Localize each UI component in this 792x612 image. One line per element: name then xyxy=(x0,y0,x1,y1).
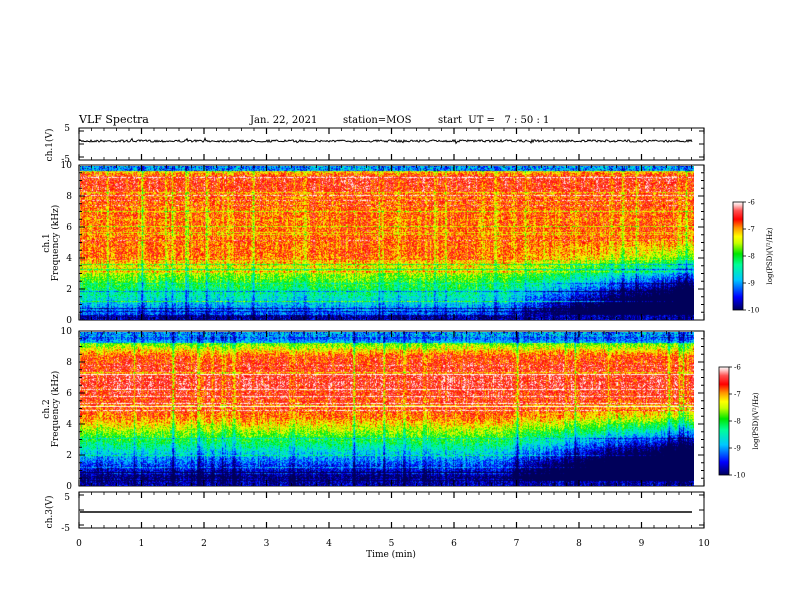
ch2-spectrogram-ytick-label-4: 4 xyxy=(66,420,72,430)
ch3-waveform-panel: 5 -5 ch.3(V) xyxy=(44,491,705,534)
ch2-spectrogram-ytick-label-10: 10 xyxy=(61,327,73,337)
header-station: station=MOS xyxy=(343,115,412,126)
x-tick-label-8: 8 xyxy=(576,539,582,549)
ch2-spectrogram-yticklabels: 0 2 4 6 8 10 xyxy=(61,327,73,492)
ch3-waveform-ylabel: ch.3(V) xyxy=(44,496,55,529)
ch1-waveform-panel: 5 -5 ch.1(V) xyxy=(44,124,705,165)
ch1-waveform-ylabel: ch.1(V) xyxy=(44,129,55,162)
ch1-spectrogram-yticklabels: 0 2 4 6 8 10 xyxy=(61,161,73,326)
ch1-ytick-top: 5 xyxy=(64,124,70,134)
x-tick-label-10: 10 xyxy=(698,539,710,549)
ch1-colorbar-tick-label--6: -6 xyxy=(748,199,755,207)
ch1-spectrogram-ticks xyxy=(78,164,705,321)
ch1-spectrogram-ytick-label-6: 6 xyxy=(66,223,72,233)
ch2-spectrogram-ytick-label-2: 2 xyxy=(66,451,72,461)
ch3-ytick-bottom: -5 xyxy=(61,524,70,534)
x-axis-tick-labels: 0 1 2 3 4 5 6 7 8 9 10 xyxy=(76,539,710,549)
ch2-spectrogram-image xyxy=(80,332,694,486)
ch2-spectrogram-ticks xyxy=(78,330,705,487)
header-date: Jan. 22, 2021 xyxy=(249,115,317,126)
x-tick-label-2: 2 xyxy=(201,539,207,549)
x-tick-label-5: 5 xyxy=(389,539,395,549)
ch2-spectrogram-ylabel-channel: ch.2 xyxy=(42,399,52,418)
ch2-colorbar-tick-label--10: -10 xyxy=(734,472,745,480)
ch1-spectrogram-image xyxy=(80,166,694,320)
ch1-waveform-ticks xyxy=(78,128,705,160)
ch2-colorbar-ticks: -6 -7 -8 -9 -10 xyxy=(729,364,745,480)
ch1-colorbar-tick-label--7: -7 xyxy=(748,226,755,234)
x-tick-label-4: 4 xyxy=(326,539,332,549)
ch2-colorbar-tick-label--9: -9 xyxy=(734,445,741,453)
ch1-spectrogram-ytick-label-8: 8 xyxy=(66,192,72,202)
x-tick-label-7: 7 xyxy=(514,539,520,549)
ch1-waveform-trace xyxy=(79,136,693,145)
ch1-colorbar-tick-label--10: -10 xyxy=(748,307,759,315)
ch2-spectrogram-ytick-label-6: 6 xyxy=(66,389,72,399)
figure-title: VLF Spectra xyxy=(78,113,149,126)
ch1-spectrogram-panel: 0 2 4 6 8 10 ch.1 Frequency (kHz) xyxy=(42,161,705,326)
ch1-colorbar-gradient xyxy=(732,201,744,311)
ch3-ytick-top: 5 xyxy=(64,493,70,503)
ch2-colorbar-tick-label--7: -7 xyxy=(734,391,741,399)
header-start-time: start UT = 7 : 50 : 1 xyxy=(438,115,549,126)
ch1-ytick-bottom: -5 xyxy=(61,155,70,165)
ch2-colorbar-tick-label--8: -8 xyxy=(734,418,741,426)
ch2-spectrogram-ytick-label-8: 8 xyxy=(66,358,72,368)
ch1-spectrogram-ytick-label-2: 2 xyxy=(66,285,72,295)
x-tick-label-3: 3 xyxy=(264,539,270,549)
ch1-spectrogram-ytick-label-4: 4 xyxy=(66,254,72,264)
ch1-spectrogram-ylabel-frequency: Frequency (kHz) xyxy=(50,205,61,282)
ch1-colorbar-label: log(PSD)(V²/Hz) xyxy=(766,227,774,284)
ch2-spectrogram-ylabel-frequency: Frequency (kHz) xyxy=(50,371,61,448)
x-tick-label-1: 1 xyxy=(139,539,145,549)
ch2-spectrogram-panel: 0 2 4 6 8 10 ch.2 Frequency (kHz) xyxy=(42,327,705,492)
x-axis-label: Time (min) xyxy=(366,549,416,560)
ch2-colorbar-gradient xyxy=(718,366,730,476)
x-tick-label-6: 6 xyxy=(451,539,457,549)
ch1-spectrogram-ytick-label-10: 10 xyxy=(61,161,73,171)
ch3-waveform-ticks xyxy=(78,492,705,528)
ch2-colorbar-label: log(PSD)(V²/Hz) xyxy=(752,392,760,449)
ch1-colorbar-tick-label--8: -8 xyxy=(748,253,755,261)
x-tick-label-0: 0 xyxy=(76,539,82,549)
ch1-colorbar-tick-label--9: -9 xyxy=(748,280,755,288)
ch1-spectrogram-ylabel-channel: ch.1 xyxy=(42,233,52,252)
ch1-spectrogram-ytick-label-0: 0 xyxy=(66,316,72,326)
ch2-spectrogram-ytick-label-0: 0 xyxy=(66,482,72,492)
ch2-colorbar-tick-label--6: -6 xyxy=(734,364,741,372)
ch2-colorbar: -6 -7 -8 -9 -10 log(PSD)(V²/Hz) xyxy=(718,364,760,480)
ch1-colorbar: -6 -7 -8 -9 -10 log(PSD)(V²/Hz) xyxy=(732,199,774,315)
x-tick-label-9: 9 xyxy=(639,539,645,549)
ch1-colorbar-ticks: -6 -7 -8 -9 -10 xyxy=(743,199,759,315)
